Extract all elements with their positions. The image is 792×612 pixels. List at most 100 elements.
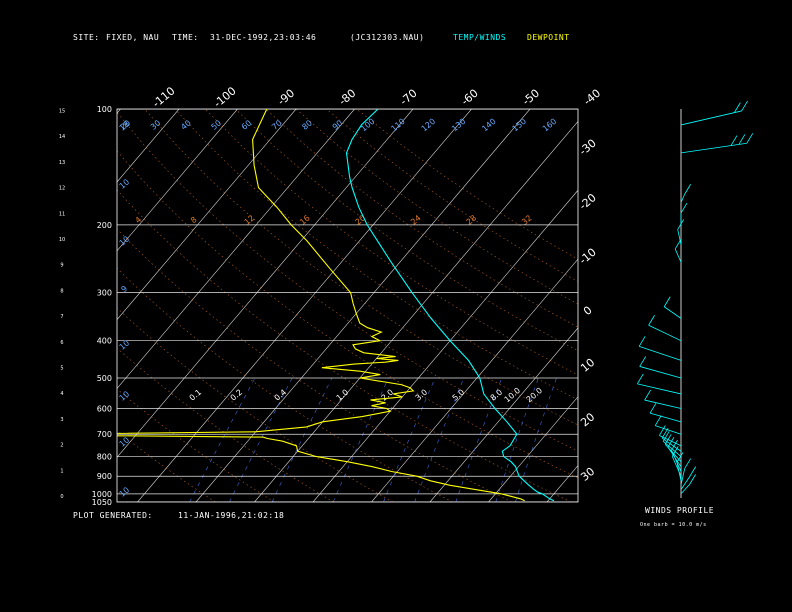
mixing-ratio-line [383,377,436,502]
pressure-tick-label: 900 [97,472,112,481]
wind-barb-flag [644,389,651,401]
wind-barb-flag [741,100,748,112]
pressure-tick-label: 400 [97,337,112,346]
left-small-label: 9 [120,284,130,294]
right-temp-label: 20 [578,410,597,429]
legend-temp-winds: TEMP/WINDS [453,33,507,42]
top-temp-label: -100 [211,84,238,110]
pressure-tick-label: 300 [97,289,112,298]
mixing-ratio-line [271,377,333,502]
isotherm-line [488,396,578,502]
left-small-label: 10 [118,177,132,190]
mixing-label-top: 80 [300,118,314,131]
wind-barb-shaft [655,425,682,435]
mixing-label-top: 30 [149,118,163,131]
wind-barb-flag [684,458,692,469]
wind-barb-flag [638,336,646,347]
isotherm-line [664,109,792,502]
height-tick-label: 9 [60,263,63,269]
isotherm-line [117,109,297,321]
wind-barb-flag [659,425,666,436]
height-tick-label: 3 [60,417,63,423]
legend-dewpoint: DEWPOINT [527,33,570,42]
wind-barb-flag [671,439,678,451]
wind-barb-shaft [649,412,682,423]
mixing-ratio-label: 20.0 [525,386,544,404]
plot-generated-label: PLOT GENERATED: [73,511,153,520]
pressure-tick-label: 500 [97,374,112,383]
isotherm-line [606,109,792,502]
isotherm-line [117,109,238,252]
wind-barb-flag [649,402,657,414]
height-tick-label: 15 [59,109,65,115]
wind-barb-shaft [680,484,690,495]
mixing-ratio-label: 2.0 [380,388,396,403]
dry-adiabat-line [265,109,578,328]
mixing-label-top: 40 [179,118,193,131]
pressure-tick-label: 800 [97,453,112,462]
right-temp-label: 30 [578,465,597,484]
mixing-label-top: 90 [331,118,345,131]
dry-adiabat-line [117,307,394,502]
height-tick-label: 11 [59,211,65,217]
top-temp-label: -50 [520,87,542,109]
height-tick-label: 0 [60,494,63,500]
mixing-ratio-label: 3.0 [414,388,430,403]
winds-profile-title: WINDS PROFILE [645,506,715,515]
mixing-ratio-label: 8.0 [489,388,505,403]
wind-barb-flag [637,373,644,385]
dry-adiabat-line [295,109,578,305]
height-tick-label: 1 [60,468,63,474]
left-small-label: 18 [118,119,132,132]
wind-barb-shaft [648,324,682,342]
wind-barb-shaft [664,444,682,462]
mixing-ratio-line [414,377,465,502]
top-temp-label: -110 [150,84,177,110]
height-tick-label: 7 [60,314,63,320]
mixing-label-top: 160 [541,117,558,134]
isotherm-line [312,189,578,502]
header-site-label: SITE: [73,33,100,42]
dry-adiabat-line [117,111,578,452]
dry-adiabat-line [204,109,578,376]
wind-barb-shaft [680,142,747,154]
mixing-ratio-line [229,377,293,502]
header-time-value: 31-DEC-1992,23:03:46 [210,33,317,42]
wind-barb-flag [667,437,675,448]
mixing-ratio-line [332,377,389,502]
top-temp-label: -70 [397,87,419,109]
wind-barb-flag [663,296,671,307]
dewpoint-line [117,109,525,502]
dry-adiabat-line [174,109,578,401]
wind-barb-shaft [667,446,682,467]
wind-barb-flag [680,202,688,214]
mixing-ratio-label: 0.2 [229,388,245,403]
wind-barb-flag [676,452,684,463]
wind-barb-flag [639,356,647,367]
height-tick-label: 6 [60,340,63,346]
wind-barb-shaft [644,399,682,409]
wind-barb-shaft [680,468,686,486]
temperature-line [345,109,555,502]
right-temp-label: -30 [577,137,599,159]
height-tick-label: 12 [59,186,65,192]
height-tick-label: 8 [60,288,63,294]
top-temp-label: -90 [275,87,297,109]
wind-barb-flag [654,415,662,426]
wind-barb-shaft [680,110,742,126]
mixing-ratio-line [579,378,615,502]
top-temp-label: -40 [581,87,603,109]
wind-barb-shaft [677,229,682,245]
header-time-label: TIME: [172,33,199,42]
isotherm-line [0,109,4,502]
isotherm-line [117,109,355,389]
wind-barb-shaft [639,366,682,379]
mixing-ratio-label: 5.0 [451,388,467,403]
wind-barb-flag [730,135,738,146]
height-tick-label: 5 [60,366,63,372]
mixing-ratio-line [515,377,557,502]
wind-barb-shaft [680,194,686,203]
mixing-label-top: 150 [511,117,528,134]
right-temp-label: -10 [577,246,599,268]
